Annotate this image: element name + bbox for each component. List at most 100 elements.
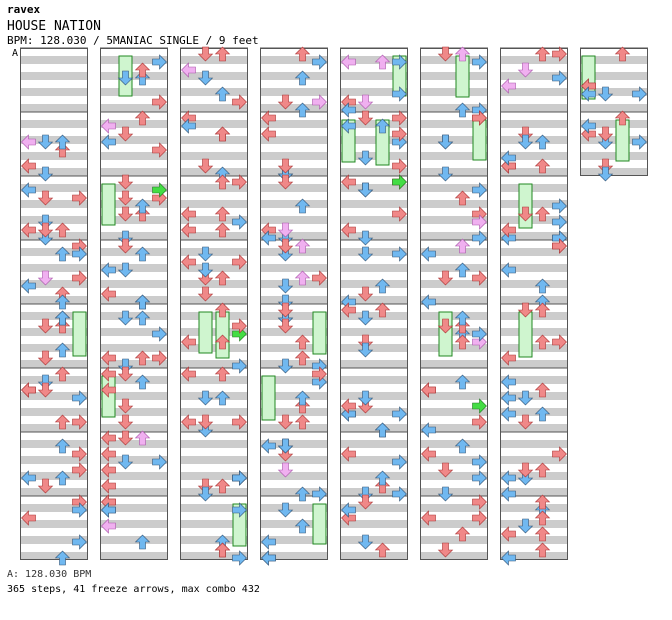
step-arrow	[294, 390, 311, 406]
step-arrow	[341, 398, 356, 414]
beat-band	[100, 456, 168, 464]
beat-band	[100, 536, 168, 544]
step-arrow	[437, 462, 454, 478]
beat-band	[260, 232, 328, 240]
step-arrow	[392, 246, 407, 262]
beat-band	[340, 232, 408, 240]
step-arrow	[232, 502, 247, 518]
beat-band	[500, 360, 568, 368]
beat-band	[340, 488, 408, 496]
step-arrow	[117, 126, 134, 142]
step-arrow	[37, 222, 54, 238]
step-arrow	[134, 350, 151, 366]
beat-band	[500, 248, 568, 256]
beat-band	[180, 280, 248, 288]
beat-band	[580, 136, 648, 144]
freeze-arrow	[261, 375, 276, 421]
step-arrow	[454, 318, 471, 334]
beat-band	[340, 408, 408, 416]
beat-band	[260, 280, 328, 288]
beat-band	[260, 152, 328, 160]
step-arrow	[181, 118, 196, 134]
beat-band	[20, 56, 88, 64]
step-arrow	[357, 494, 374, 510]
step-arrow	[101, 382, 116, 398]
step-arrow	[197, 262, 214, 278]
step-arrow	[552, 70, 567, 86]
beat-band	[100, 280, 168, 288]
beat-band	[180, 264, 248, 272]
step-arrow	[294, 198, 311, 214]
step-arrow	[597, 86, 614, 102]
column-border	[260, 48, 328, 560]
step-arrow	[534, 526, 551, 542]
step-arrow	[597, 166, 614, 182]
beat-band	[500, 328, 568, 336]
step-arrow	[534, 278, 551, 294]
beat-band	[340, 152, 408, 160]
step-arrow	[294, 70, 311, 86]
step-arrow	[134, 430, 151, 446]
beat-band	[180, 184, 248, 192]
step-arrow	[37, 374, 54, 390]
step-arrow	[37, 350, 54, 366]
step-arrow	[214, 478, 231, 494]
beat-band	[580, 168, 648, 176]
column-border	[580, 48, 648, 176]
step-arrow	[117, 414, 134, 430]
step-arrow	[374, 470, 391, 486]
step-arrow	[21, 158, 36, 174]
bpm-marker-label: A	[12, 48, 19, 59]
step-arrow	[552, 46, 567, 62]
beat-band	[260, 296, 328, 304]
beat-band	[20, 264, 88, 272]
step-arrow	[214, 222, 231, 238]
step-arrow	[101, 430, 116, 446]
beat-band	[340, 104, 408, 112]
step-arrow	[277, 238, 294, 254]
beat-band	[260, 440, 328, 448]
freeze-arrow	[455, 55, 470, 98]
step-arrow	[517, 462, 534, 478]
step-arrow	[472, 270, 487, 286]
chart-column	[20, 47, 88, 566]
beat-band	[20, 136, 88, 144]
step-arrow	[134, 534, 151, 550]
step-arrow	[454, 190, 471, 206]
step-arrow	[517, 126, 534, 142]
beat-band	[100, 136, 168, 144]
step-arrow	[72, 414, 87, 430]
step-arrow	[152, 454, 167, 470]
step-arrow	[517, 206, 534, 222]
beat-band	[100, 360, 168, 368]
step-arrow	[501, 150, 516, 166]
column-border	[20, 48, 88, 560]
step-arrow	[101, 462, 116, 478]
step-arrow	[152, 94, 167, 110]
step-arrow	[501, 550, 516, 566]
beat-band	[100, 408, 168, 416]
step-arrow	[472, 54, 487, 70]
step-arrow	[517, 302, 534, 318]
beat-band	[20, 552, 88, 560]
beat-band	[420, 264, 488, 272]
step-arrow	[117, 174, 134, 190]
step-arrow	[181, 414, 196, 430]
step-arrow	[117, 238, 134, 254]
step-arrow	[534, 382, 551, 398]
step-arrow	[134, 198, 151, 214]
beat-band	[500, 72, 568, 80]
beat-band	[580, 72, 648, 80]
step-arrow	[501, 374, 516, 390]
beat-band	[340, 472, 408, 480]
step-arrow	[21, 222, 36, 238]
step-arrow	[534, 134, 551, 150]
step-arrow	[472, 182, 487, 198]
step-arrow	[501, 262, 516, 278]
step-arrow	[472, 470, 487, 486]
step-arrow	[21, 182, 36, 198]
step-arrow	[341, 102, 356, 118]
freeze-arrow	[615, 119, 630, 162]
beat-band	[100, 296, 168, 304]
beat-band	[260, 184, 328, 192]
